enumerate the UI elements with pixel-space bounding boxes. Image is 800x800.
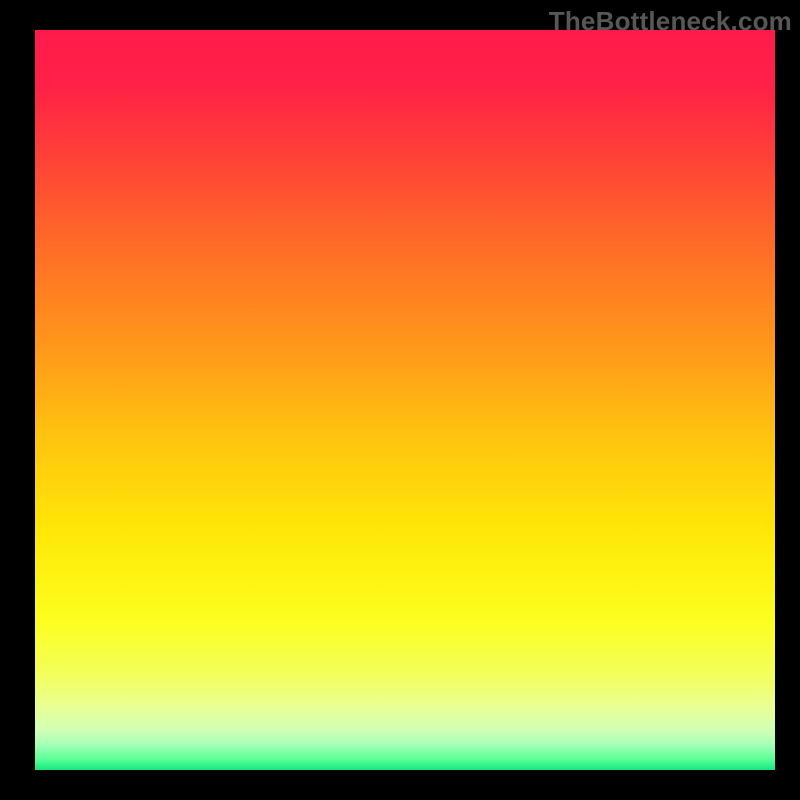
chart-root: TheBottleneck.com — [0, 0, 800, 800]
watermark-text: TheBottleneck.com — [549, 6, 792, 37]
plot-area — [35, 30, 775, 770]
background-gradient — [35, 30, 775, 770]
